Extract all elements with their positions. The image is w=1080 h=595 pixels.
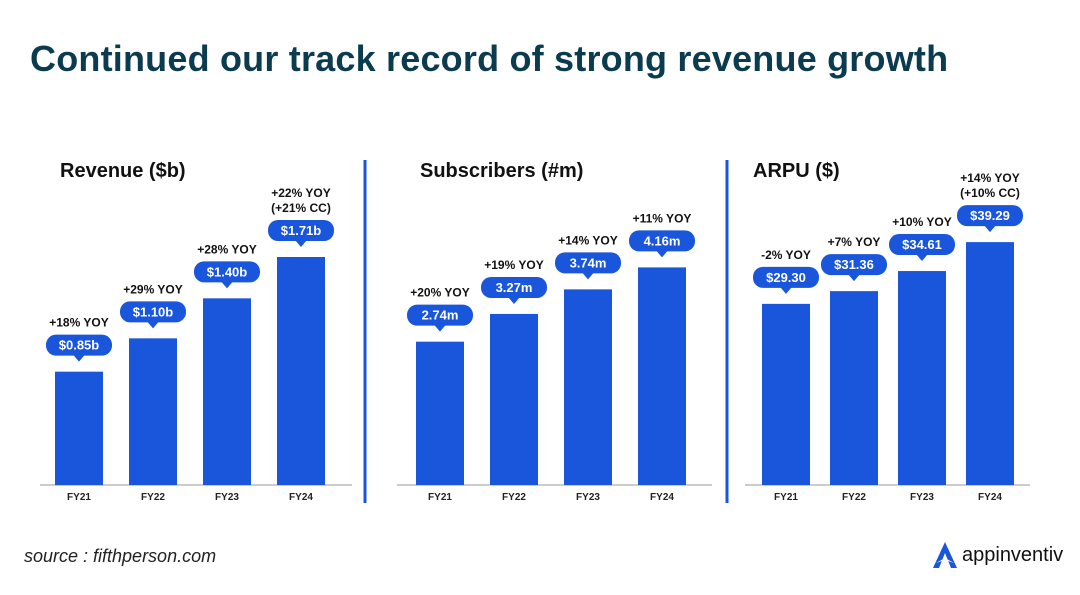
value-pill-pointer [147, 321, 159, 329]
yoy-annotation: (+21% CC) [271, 201, 331, 215]
value-pill [194, 261, 260, 283]
chart-panel-0: Revenue ($b) $0.85b +18% YOY FY21 $1.10b +29%… [40, 160, 352, 503]
bar [490, 313, 538, 485]
value-pill-pointer [916, 254, 928, 262]
tick-label: FY22 [502, 492, 526, 503]
bar [55, 371, 103, 485]
yoy-annotation: +20% YOY [410, 286, 469, 300]
source-note: source : fifthperson.com [24, 546, 217, 566]
value-pill-pointer [582, 272, 594, 280]
yoy-annotation: +28% YOY [197, 242, 256, 256]
value-pill [629, 230, 695, 252]
value-pill [957, 205, 1023, 227]
brand-logo: appinventiv [932, 541, 1063, 569]
yoy-annotation: (+10% CC) [960, 186, 1020, 200]
tick-label: FY24 [289, 492, 313, 503]
value-pill-pointer [508, 296, 520, 304]
bar [638, 267, 686, 485]
tick-label: FY24 [650, 492, 674, 503]
value-pill-pointer [295, 240, 307, 247]
yoy-annotation: +18% YOY [49, 316, 108, 330]
bar [966, 242, 1014, 485]
tick-label: FY23 [576, 492, 600, 503]
value-pill [268, 220, 334, 241]
chart-title: ARPU ($) [753, 160, 840, 182]
tick-label: FY23 [910, 492, 934, 503]
yoy-annotation: +7% YOY [828, 235, 881, 249]
tick-label: FY22 [842, 492, 866, 503]
data-label: $1.10b [133, 304, 174, 319]
chart-title: Revenue ($b) [60, 160, 186, 182]
data-label: $31.36 [834, 257, 874, 272]
tick-label: FY23 [215, 492, 239, 503]
value-pill [555, 252, 621, 274]
bar [203, 298, 251, 485]
value-pill [120, 301, 186, 323]
chart-panel-1: Subscribers (#m) 2.74m +20% YOY FY21 3.27m +1… [397, 160, 712, 503]
value-pill-pointer [73, 354, 85, 362]
page-title: Continued our track record of strong rev… [30, 38, 949, 79]
data-label: $39.29 [970, 208, 1010, 223]
bar [277, 257, 325, 485]
bar [898, 271, 946, 485]
tick-label: FY21 [67, 492, 91, 503]
value-pill [889, 234, 955, 256]
yoy-annotation: +10% YOY [892, 215, 951, 229]
data-label: $0.85b [59, 338, 100, 353]
value-pill-pointer [848, 274, 860, 282]
tick-label: FY21 [428, 492, 452, 503]
yoy-annotation: +11% YOY [633, 211, 692, 225]
chart-panel-2: ARPU ($) $29.30 -2% YOY FY21 $31.36 +7% YOY FY… [745, 160, 1030, 503]
bar [129, 338, 177, 485]
data-label: $29.30 [766, 270, 806, 285]
data-label: 4.16m [644, 233, 681, 248]
tick-label: FY24 [978, 492, 1002, 503]
value-pill-pointer [434, 324, 446, 332]
yoy-annotation: +14% YOY [558, 233, 617, 247]
value-pill-pointer [780, 286, 792, 294]
bar [564, 289, 612, 485]
value-pill [481, 276, 547, 298]
value-pill [753, 266, 819, 288]
yoy-annotation: +19% YOY [484, 258, 543, 272]
bar [830, 291, 878, 485]
data-label: $34.61 [902, 237, 942, 252]
brand-name: appinventiv [962, 543, 1064, 566]
data-label: $1.71b [281, 223, 322, 238]
bar [762, 303, 810, 485]
yoy-annotation: +29% YOY [123, 282, 182, 296]
value-pill [46, 334, 112, 356]
chart-title: Subscribers (#m) [420, 160, 583, 182]
data-label: 2.74m [422, 308, 459, 323]
tick-label: FY21 [774, 492, 798, 503]
data-label: 3.74m [570, 255, 607, 270]
data-label: 3.27m [496, 280, 533, 295]
value-pill [821, 254, 887, 276]
appinventiv-logo-icon [933, 542, 957, 568]
value-pill-pointer [221, 281, 233, 289]
yoy-annotation: +22% YOY [271, 186, 330, 200]
value-pill-pointer [984, 225, 996, 233]
data-label: $1.40b [207, 264, 248, 279]
yoy-annotation: -2% YOY [761, 248, 811, 262]
bar [416, 341, 464, 485]
tick-label: FY22 [141, 492, 165, 503]
yoy-annotation: +14% YOY [960, 171, 1019, 185]
value-pill [407, 304, 473, 326]
value-pill-pointer [656, 250, 668, 258]
